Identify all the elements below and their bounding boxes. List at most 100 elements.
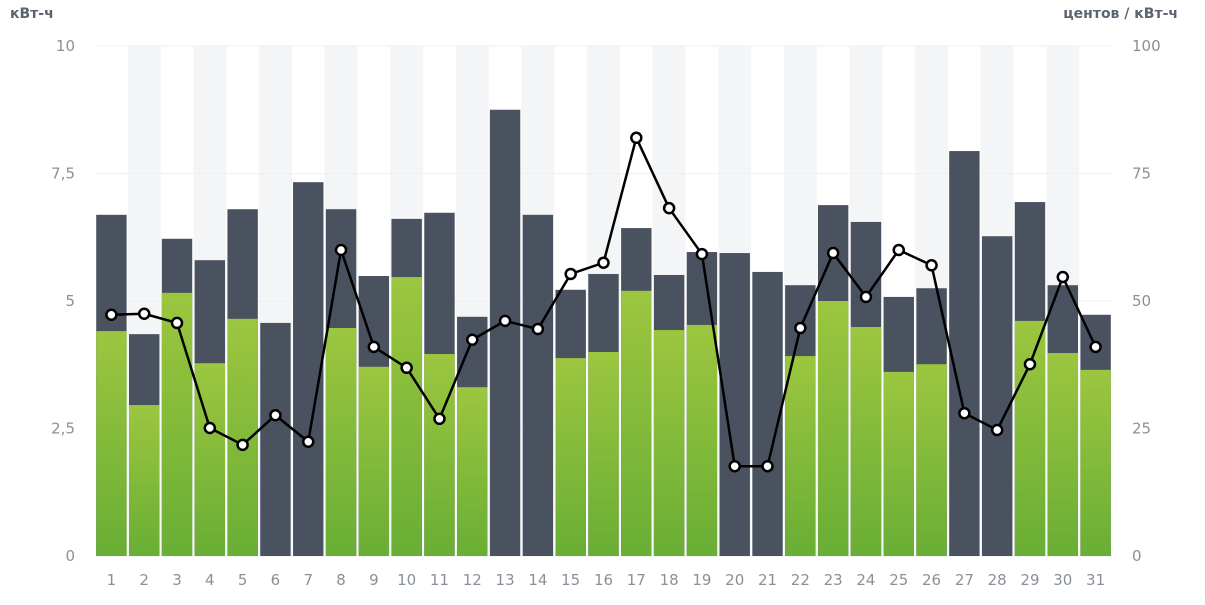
price-point bbox=[794, 321, 807, 335]
x-tick-label: 14 bbox=[528, 571, 547, 589]
right-axis-label: центов / кВт-ч bbox=[1063, 6, 1178, 22]
bar-total bbox=[752, 271, 783, 556]
bar-green bbox=[588, 352, 619, 556]
right-tick-label: 100 bbox=[1132, 37, 1161, 55]
price-point bbox=[728, 459, 741, 473]
bar-green bbox=[1014, 320, 1046, 556]
price-point bbox=[203, 421, 217, 435]
bar-total bbox=[981, 236, 1013, 557]
x-tick-label: 19 bbox=[692, 571, 711, 589]
x-tick-label: 20 bbox=[725, 571, 744, 589]
price-point bbox=[137, 307, 151, 320]
bar-green bbox=[358, 366, 390, 556]
x-tick-label: 6 bbox=[271, 571, 281, 589]
price-point bbox=[170, 316, 184, 330]
left-tick-label: 2,5 bbox=[51, 420, 75, 438]
price-point bbox=[269, 408, 282, 422]
price-point bbox=[236, 438, 249, 452]
bar-total bbox=[522, 214, 554, 556]
right-tick-label: 0 bbox=[1132, 547, 1142, 565]
right-tick-label: 75 bbox=[1132, 165, 1151, 183]
bar-green bbox=[391, 277, 422, 556]
x-tick-label: 29 bbox=[1020, 571, 1039, 589]
price-point bbox=[958, 406, 971, 420]
left-axis-label: кВт-ч bbox=[10, 6, 54, 22]
x-tick-label: 16 bbox=[594, 571, 613, 589]
price-point bbox=[334, 243, 348, 257]
right-tick-label: 50 bbox=[1132, 292, 1151, 310]
x-tick-label: 25 bbox=[889, 571, 908, 589]
price-point bbox=[301, 435, 315, 449]
x-tick-label: 31 bbox=[1086, 571, 1105, 589]
price-point bbox=[990, 423, 1004, 437]
left-tick-label: 5 bbox=[65, 292, 75, 310]
left-tick-label: 0 bbox=[65, 547, 75, 565]
x-tick-label: 8 bbox=[336, 571, 346, 589]
bar-green bbox=[1080, 369, 1111, 556]
bar-green bbox=[161, 292, 193, 556]
x-tick-label: 3 bbox=[172, 571, 182, 589]
bar-green bbox=[850, 327, 882, 556]
x-tick-label: 23 bbox=[824, 571, 843, 589]
x-tick-label: 18 bbox=[660, 571, 679, 589]
x-tick-label: 26 bbox=[922, 571, 941, 589]
left-tick-label: 10 bbox=[56, 37, 75, 55]
left-tick-label: 7,5 bbox=[51, 165, 75, 183]
price-point bbox=[630, 131, 643, 145]
bar-total bbox=[260, 322, 291, 556]
x-tick-label: 15 bbox=[561, 571, 580, 589]
x-tick-label: 10 bbox=[397, 571, 416, 589]
bar-green bbox=[227, 318, 258, 556]
price-point bbox=[498, 314, 512, 328]
bar-green bbox=[883, 371, 914, 556]
price-point bbox=[662, 201, 676, 215]
bar-green bbox=[785, 356, 816, 556]
x-tick-label: 9 bbox=[369, 571, 379, 589]
price-point bbox=[925, 259, 938, 272]
x-tick-label: 1 bbox=[107, 571, 117, 589]
bar-green bbox=[325, 328, 357, 556]
bar-green bbox=[621, 290, 652, 556]
price-point bbox=[859, 290, 873, 304]
price-point bbox=[367, 340, 381, 354]
x-tick-label: 27 bbox=[955, 571, 974, 589]
x-tick-label: 4 bbox=[205, 571, 215, 589]
bar-green bbox=[96, 331, 127, 556]
bar-total bbox=[293, 182, 324, 557]
bar-total bbox=[489, 109, 521, 556]
price-point bbox=[1089, 340, 1102, 354]
bar-green bbox=[1047, 353, 1078, 556]
price-point bbox=[695, 247, 709, 261]
x-tick-label: 17 bbox=[627, 571, 646, 589]
price-point bbox=[892, 243, 906, 257]
bar-green bbox=[457, 387, 488, 556]
bar-green bbox=[916, 364, 947, 556]
price-point bbox=[433, 412, 446, 426]
x-tick-label: 11 bbox=[430, 571, 449, 589]
price-point bbox=[564, 267, 577, 281]
x-tick-label: 22 bbox=[791, 571, 810, 589]
x-tick-label: 7 bbox=[303, 571, 313, 589]
price-point bbox=[1056, 270, 1070, 284]
price-point bbox=[105, 308, 118, 322]
bar-green bbox=[129, 405, 160, 556]
x-tick-label: 5 bbox=[238, 571, 248, 589]
bar-green bbox=[424, 354, 455, 556]
price-point bbox=[761, 459, 774, 473]
bar-green bbox=[653, 330, 685, 556]
x-tick-label: 30 bbox=[1053, 571, 1072, 589]
price-point bbox=[826, 246, 840, 260]
x-tick-label: 21 bbox=[758, 571, 777, 589]
bar-green bbox=[555, 358, 586, 556]
bar-green bbox=[686, 324, 718, 556]
bar-green bbox=[817, 301, 849, 556]
x-tick-label: 2 bbox=[139, 571, 149, 589]
price-point bbox=[400, 361, 413, 375]
x-tick-label: 12 bbox=[463, 571, 482, 589]
price-point bbox=[466, 333, 479, 347]
price-point bbox=[597, 256, 610, 269]
price-point bbox=[1023, 357, 1037, 371]
right-tick-label: 25 bbox=[1132, 420, 1151, 438]
